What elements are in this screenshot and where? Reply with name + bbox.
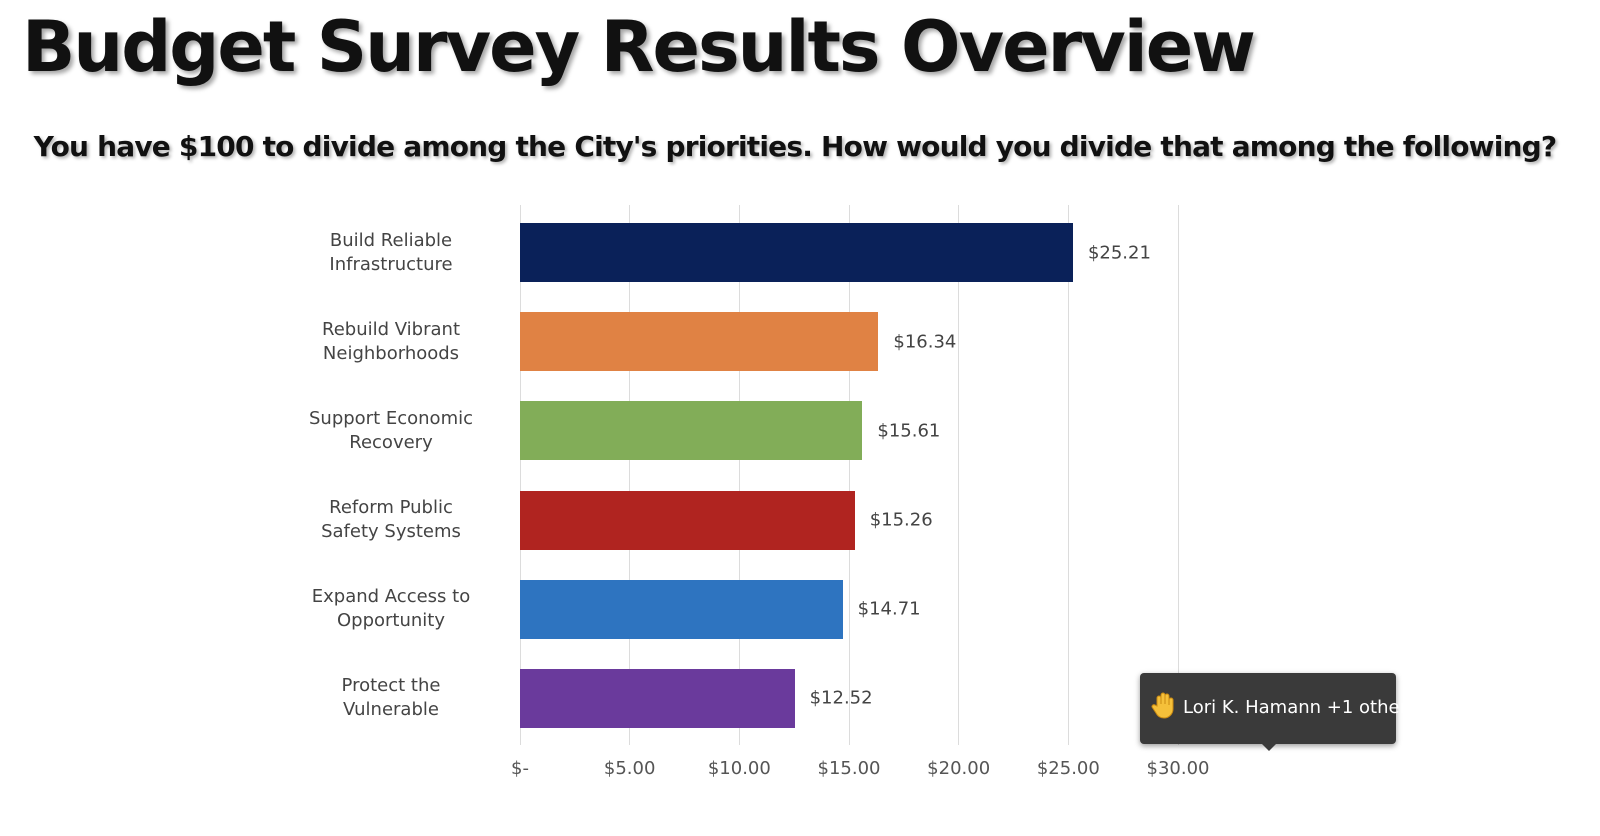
x-tick-label: $10.00 [707, 758, 771, 779]
y-tick-label: Expand Access to Opportunity [311, 586, 471, 632]
value-label: $16.34 [893, 331, 957, 353]
grid-line [1177, 205, 1179, 745]
value-label: $15.61 [877, 420, 941, 442]
y-tick-label: Rebuild Vibrant Neighborhoods [322, 318, 460, 364]
y-tick-label: Build Reliable Infrastructure [329, 229, 453, 275]
x-tick-label: $15.00 [817, 758, 881, 779]
x-tick-label: $5.00 [603, 758, 656, 779]
x-tick-label: $20.00 [927, 758, 991, 779]
bar [520, 668, 795, 728]
x-tick-label: $25.00 [1036, 758, 1100, 779]
value-label: $25.21 [1087, 242, 1151, 264]
grid-line [848, 205, 850, 745]
y-tick-label: Reform Public Safety Systems [321, 497, 461, 543]
value-label: $14.71 [857, 598, 921, 620]
bar [520, 401, 863, 461]
y-tick-label: Protect the Vulnerable [341, 675, 441, 721]
slide-title: Budget Survey Results Overview [22, 6, 1256, 88]
bar [520, 312, 879, 372]
grid-line [1067, 205, 1069, 745]
grid-line [519, 205, 521, 745]
grid-line [629, 205, 631, 745]
x-tick-label: $30.00 [1146, 758, 1210, 779]
raised-hand-toast[interactable] [1140, 673, 1396, 744]
bar [520, 223, 1073, 283]
slide-subtitle: You have $100 to divide among the City's… [33, 130, 1557, 163]
hand-icon [1151, 692, 1174, 719]
toast-pointer [1260, 742, 1278, 751]
bar [520, 579, 843, 639]
bar [520, 490, 855, 550]
grid-line [738, 205, 740, 745]
y-tick-label: Support Economic Recovery [308, 407, 473, 453]
grid-line [958, 205, 960, 745]
value-label: $12.52 [809, 687, 873, 709]
x-tick-label: $- [511, 758, 529, 779]
value-label: $15.26 [869, 509, 933, 531]
toast-text: Lori K. Hamann +1 other [1183, 697, 1407, 718]
